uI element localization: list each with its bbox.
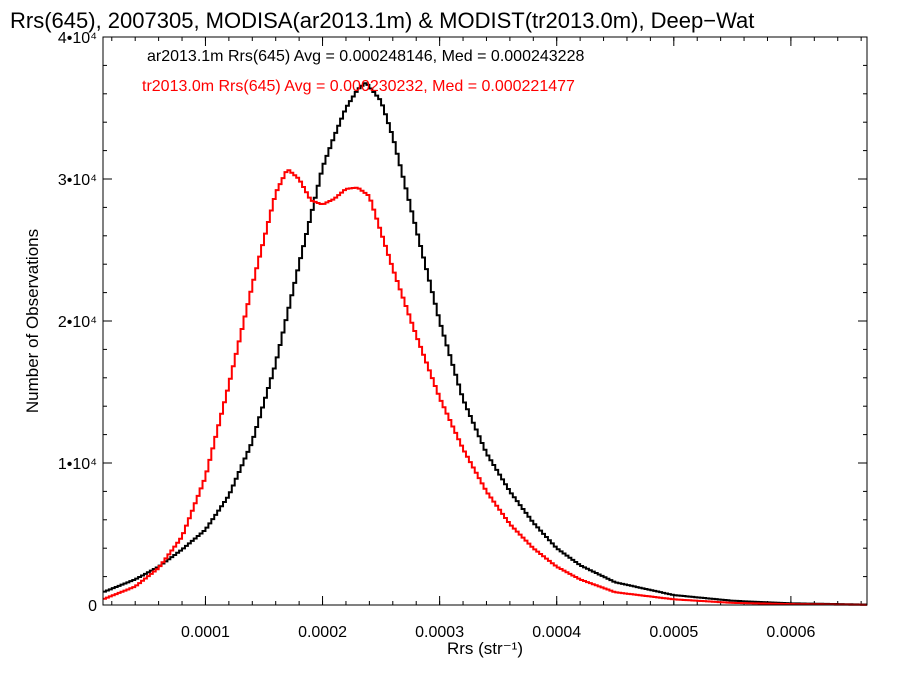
x-tick-label: 0.0004 bbox=[532, 624, 581, 641]
y-tick-label: 2•10⁴ bbox=[58, 314, 97, 331]
y-tick-label: 3•10⁴ bbox=[58, 172, 97, 189]
y-tick-label: 4•10⁴ bbox=[58, 30, 97, 47]
series-line-red bbox=[103, 169, 867, 606]
x-tick-label: 0.0003 bbox=[415, 624, 464, 641]
legend-entry-black: ar2013.1m Rrs(645) Avg = 0.000248146, Me… bbox=[147, 48, 584, 65]
legend: ar2013.1m Rrs(645) Avg = 0.000248146, Me… bbox=[142, 48, 584, 95]
plot-frame bbox=[102, 36, 868, 606]
y-tick-label: 0 bbox=[88, 598, 97, 615]
y-axis-label: Number of Observations bbox=[23, 229, 42, 413]
x-tick-label: 0.0005 bbox=[649, 624, 698, 641]
y-tick-label: 1•10⁴ bbox=[58, 456, 97, 473]
legend-entry-red: tr2013.0m Rrs(645) Avg = 0.000230232, Me… bbox=[142, 78, 575, 95]
x-tick-label: 0.0002 bbox=[298, 624, 347, 641]
x-axis-label: Rrs (str⁻¹) bbox=[447, 639, 523, 658]
series-group bbox=[103, 82, 867, 606]
series-line-black bbox=[103, 82, 867, 606]
x-tick-label: 0.0006 bbox=[766, 624, 815, 641]
chart-title: Rrs(645), 2007305, MODISA(ar2013.1m) & M… bbox=[10, 8, 754, 33]
x-tick-label: 0.0001 bbox=[181, 624, 230, 641]
axis-ticks: 0.0001 0.0002 0.0003 0.0004 0.0005 0.0006 0 1•1… bbox=[58, 30, 867, 641]
